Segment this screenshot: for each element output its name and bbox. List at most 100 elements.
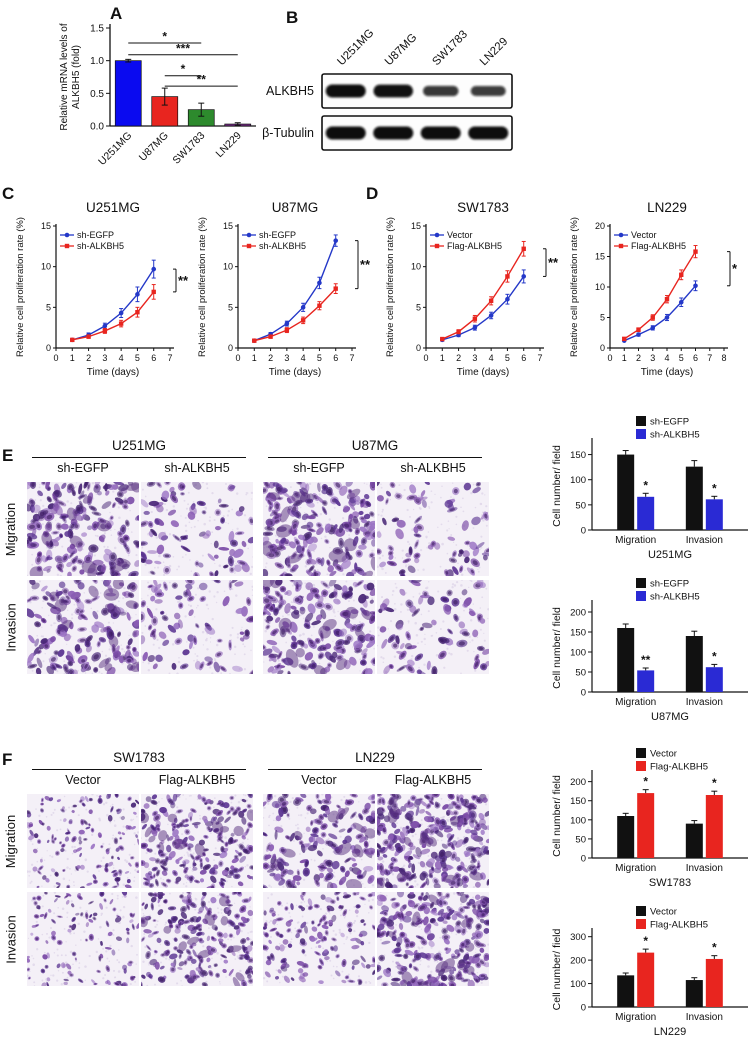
micrograph-svg — [377, 580, 489, 674]
svg-text:Time (days): Time (days) — [269, 367, 321, 378]
bar — [637, 496, 655, 530]
panel-e-header-u251mg: U251MG — [111, 438, 167, 453]
micrograph-e-migration-u251mg-shegfp — [27, 482, 139, 576]
legend-swatch — [636, 748, 646, 758]
svg-text:U87MG: U87MG — [383, 32, 420, 69]
svg-text:7: 7 — [707, 353, 712, 363]
micrograph-e-migration-u87mg-shegfp — [263, 482, 375, 576]
micrograph-svg — [27, 580, 139, 674]
micrograph-svg — [27, 892, 139, 986]
svg-text:LN229: LN229 — [647, 200, 687, 215]
svg-text:5: 5 — [228, 302, 233, 312]
panel-f-label: F — [2, 750, 13, 769]
micrograph-e-invasion-u251mg-shalkbh5 — [141, 580, 253, 674]
panel-d-line-chart-sw1783: SW1783 0 5 10 15 0 1 2 3 4 5 6 7 Time (days) Relative … — [380, 196, 566, 402]
svg-text:***: *** — [176, 41, 190, 55]
svg-text:ALKBH5 (fold): ALKBH5 (fold) — [71, 45, 82, 109]
svg-text:1.5: 1.5 — [90, 24, 104, 35]
svg-text:0: 0 — [581, 688, 586, 699]
micrograph-e-invasion-u87mg-shegfp — [263, 580, 375, 674]
svg-text:ALKBH5: ALKBH5 — [266, 84, 314, 98]
svg-text:Migration: Migration — [615, 697, 656, 708]
panel-e-label: E — [2, 446, 14, 465]
bar — [617, 975, 635, 1007]
svg-text:20: 20 — [595, 221, 605, 231]
grouped-bar-chart-svg: sh-EGFP sh-ALKBH5 0 50 100 150 200 Cell number/… — [551, 578, 748, 723]
panel-e-cond-1: sh-EGFP — [57, 461, 109, 475]
svg-text:200: 200 — [570, 608, 586, 619]
series-line-Vector — [442, 276, 525, 341]
blot-band — [423, 85, 459, 97]
svg-text:5: 5 — [416, 302, 421, 312]
bar-chart-svg: 0.0 0.5 1.0 1.5 Relative mRNA levels of ALKBH… — [59, 23, 256, 168]
svg-text:100: 100 — [570, 475, 586, 486]
svg-text:sh-ALKBH5: sh-ALKBH5 — [259, 241, 306, 251]
panel-e-cond-3: sh-EGFP — [293, 461, 345, 475]
series-line-sh-EGFP — [72, 268, 155, 341]
series-line-Flag-ALKBH5 — [623, 251, 697, 340]
svg-text:6: 6 — [521, 353, 526, 363]
blot-band — [420, 126, 461, 140]
micrograph-svg — [377, 482, 489, 576]
panel-b-label: B — [286, 8, 299, 27]
panel-e-bar-chart-u251mg: sh-EGFP sh-ALKBH5 0 50 100 150 Cell number/ fi… — [548, 412, 754, 574]
micrograph-svg — [263, 892, 375, 986]
svg-text:0: 0 — [416, 343, 421, 353]
panel-c-line-chart-u251mg: U251MG 0 5 10 15 0 1 2 3 4 5 6 7 Time (days) Relative … — [10, 196, 196, 402]
legend-swatch — [636, 416, 646, 426]
blot-box — [321, 115, 513, 151]
svg-text:Relative cell proliferation ra: Relative cell proliferation rate (%) — [569, 217, 580, 357]
svg-text:15: 15 — [41, 221, 51, 231]
svg-text:U251MG: U251MG — [96, 130, 134, 168]
svg-text:sh-EGFP: sh-EGFP — [650, 417, 689, 428]
blot-band — [468, 126, 509, 140]
svg-text:7: 7 — [537, 353, 542, 363]
bar — [685, 980, 703, 1007]
micrograph-f-migration-ln229-flag — [377, 794, 489, 888]
bar — [685, 823, 703, 858]
bar — [617, 454, 635, 530]
svg-text:Time (days): Time (days) — [87, 367, 139, 378]
svg-text:15: 15 — [223, 221, 233, 231]
micrograph-f-migration-ln229-vector — [263, 794, 375, 888]
panel-f-cond-3: Vector — [301, 773, 337, 787]
svg-text:0: 0 — [235, 353, 240, 363]
series-line-Vector — [623, 285, 697, 342]
svg-text:β-Tubulin: β-Tubulin — [262, 126, 314, 140]
svg-text:**: ** — [197, 73, 207, 87]
svg-text:**: ** — [178, 273, 189, 288]
svg-text:3: 3 — [650, 353, 655, 363]
panel-d-label: D — [366, 184, 379, 203]
svg-text:1: 1 — [622, 353, 627, 363]
svg-text:50: 50 — [575, 668, 586, 679]
micrograph-svg — [377, 892, 489, 986]
svg-text:4: 4 — [489, 353, 494, 363]
panel-e-bar-chart-u87mg: sh-EGFP sh-ALKBH5 0 50 100 150 200 Cell number/… — [548, 574, 754, 736]
svg-text:4: 4 — [301, 353, 306, 363]
panel-f-row-label-invasion: Invasion — [3, 914, 19, 964]
svg-text:SW1783: SW1783 — [457, 200, 509, 215]
panel-e-cond-2: sh-ALKBH5 — [164, 461, 230, 475]
line-chart-svg: U251MG 0 5 10 15 0 1 2 3 4 5 6 7 Time (days) Relative … — [15, 200, 189, 378]
svg-text:2: 2 — [456, 353, 461, 363]
svg-text:Vector: Vector — [631, 230, 657, 240]
panel-f-cond-4: Flag-ALKBH5 — [394, 773, 472, 787]
micrograph-svg — [141, 580, 253, 674]
svg-text:8: 8 — [721, 353, 726, 363]
legend-swatch — [636, 591, 646, 601]
svg-text:100: 100 — [570, 648, 586, 659]
panel-f-cond-1: Vector — [65, 773, 101, 787]
panel-f-bar-chart-ln229: Vector Flag-ALKBH5 0 100 200 300 Cell number/ … — [548, 902, 754, 1051]
panel-a-bar-chart: 0.0 0.5 1.0 1.5 Relative mRNA levels of ALKBH… — [58, 8, 263, 193]
svg-text:SW1783: SW1783 — [430, 28, 470, 68]
legend-swatch — [636, 761, 646, 771]
svg-text:10: 10 — [595, 282, 605, 292]
micrograph-e-migration-u87mg-shalkbh5 — [377, 482, 489, 576]
svg-text:7: 7 — [167, 353, 172, 363]
svg-text:150: 150 — [570, 628, 586, 639]
svg-text:Vector: Vector — [447, 230, 473, 240]
panel-f-header-rule-1 — [32, 769, 246, 770]
svg-text:sh-ALKBH5: sh-ALKBH5 — [77, 241, 124, 251]
svg-text:4: 4 — [664, 353, 669, 363]
micrograph-svg — [263, 794, 375, 888]
